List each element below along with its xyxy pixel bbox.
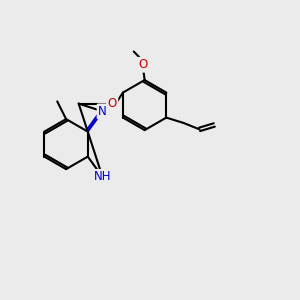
Text: NH: NH	[94, 170, 111, 183]
Text: O: O	[139, 58, 148, 71]
Text: N: N	[98, 105, 107, 118]
Text: O: O	[108, 97, 117, 110]
